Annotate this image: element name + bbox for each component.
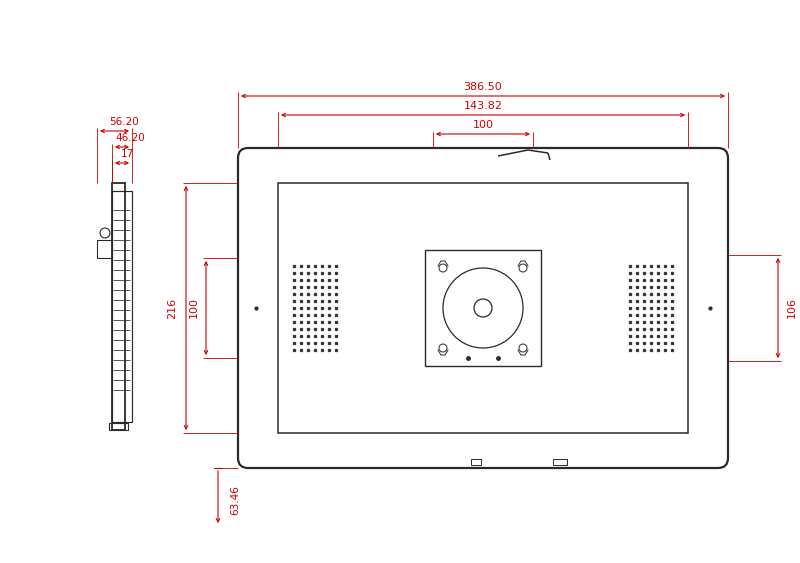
Text: 46.20: 46.20: [115, 133, 145, 143]
Text: 106: 106: [787, 297, 797, 319]
Bar: [109, 423, 128, 430]
Bar: [97, 240, 112, 258]
Bar: [278, 183, 688, 433]
Text: 63.46: 63.46: [230, 485, 240, 515]
Text: 100: 100: [473, 120, 494, 130]
Text: 143.82: 143.82: [463, 101, 502, 111]
Text: 386.50: 386.50: [464, 82, 502, 92]
Bar: [112, 191, 132, 422]
Bar: [112, 183, 125, 430]
Text: 216: 216: [167, 297, 177, 319]
Text: 56.20: 56.20: [109, 117, 139, 127]
Text: 17: 17: [120, 149, 134, 159]
Bar: [425, 250, 541, 366]
Bar: [471, 459, 481, 465]
Text: 100: 100: [189, 297, 199, 319]
Bar: [553, 459, 567, 465]
